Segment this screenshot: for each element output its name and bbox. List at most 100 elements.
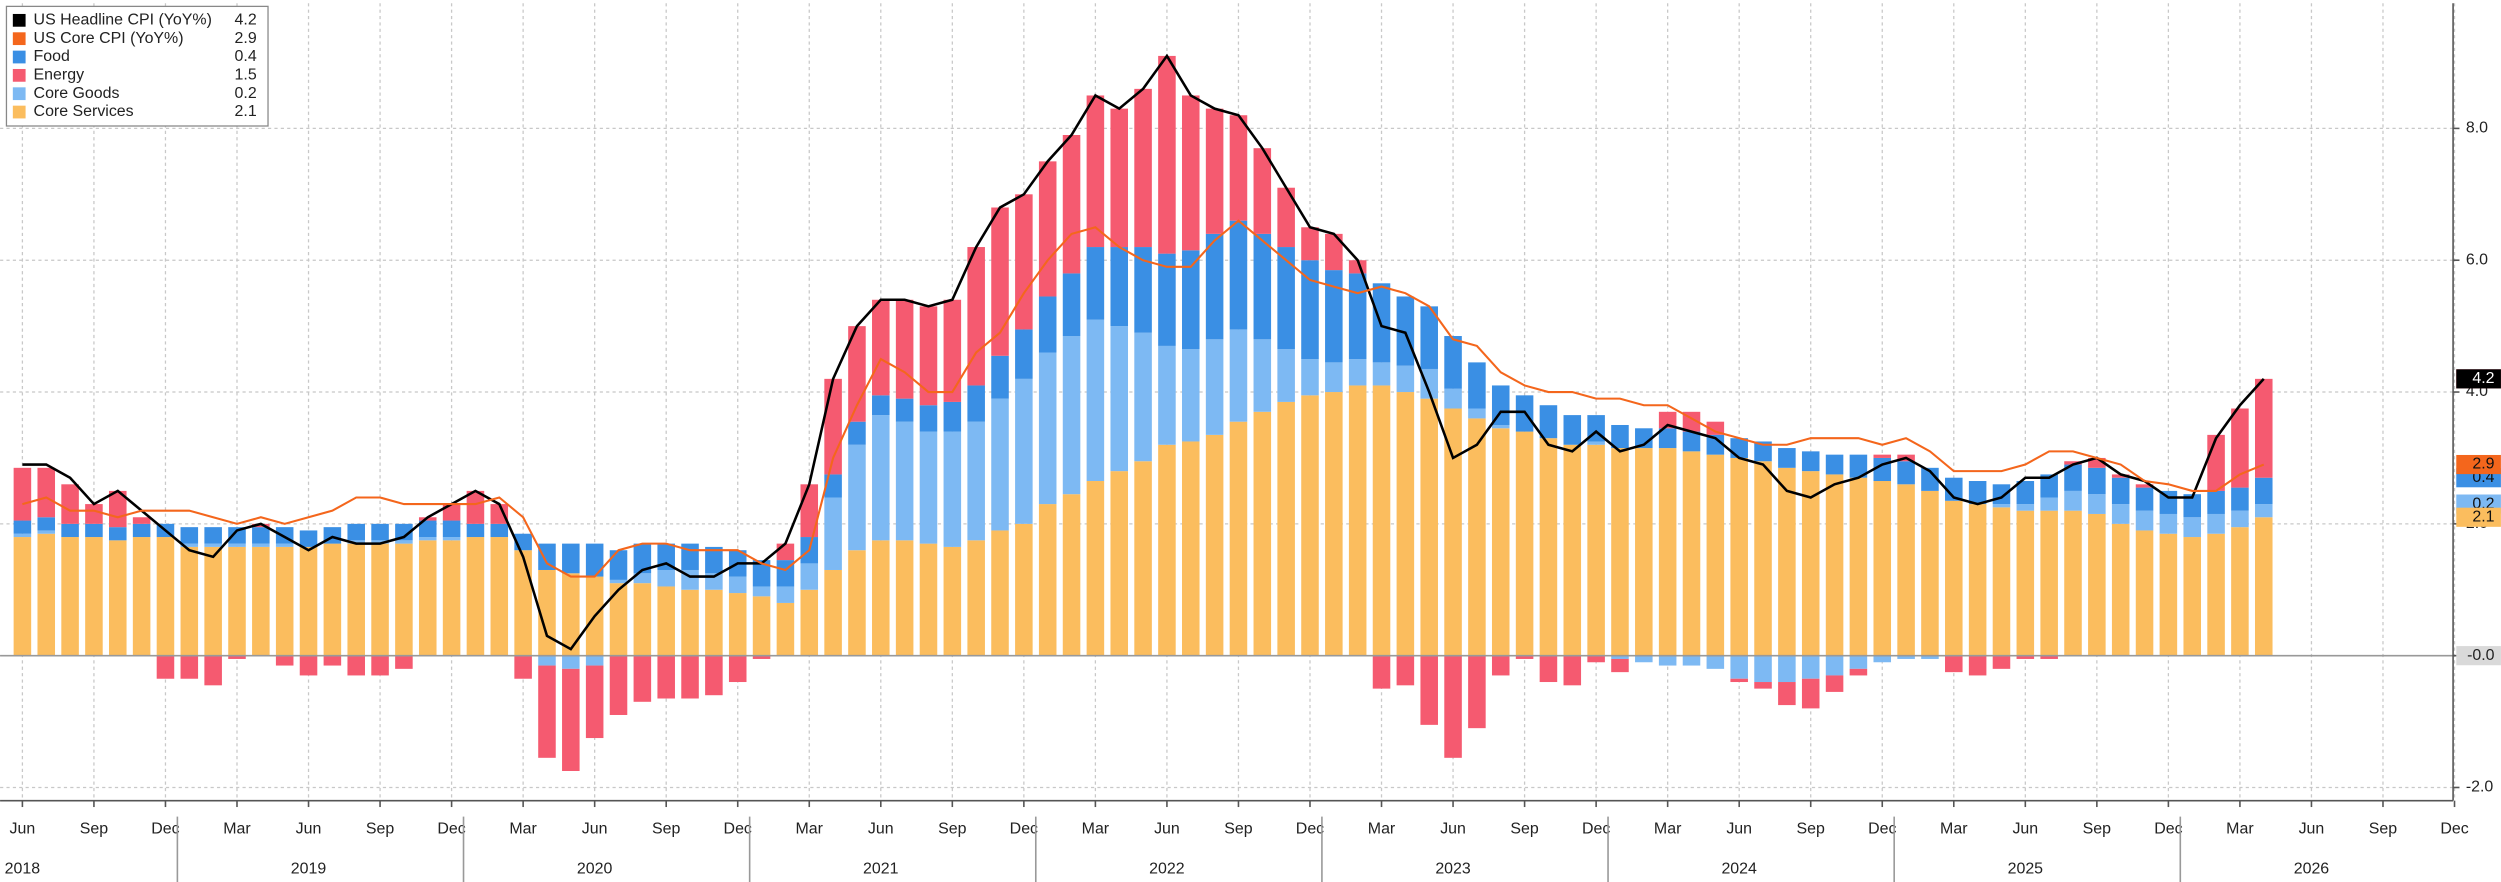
bar-segment <box>323 543 342 656</box>
year-label: 2025 <box>2008 860 2044 877</box>
bar-segment <box>132 523 151 538</box>
bar-segment <box>562 655 580 669</box>
bar-segment <box>824 474 842 498</box>
bar-segment <box>204 527 222 544</box>
value-tag: 2.9 <box>2472 456 2494 473</box>
bar-segment <box>1968 655 1987 676</box>
bar-segment <box>1158 345 1176 445</box>
bar-segment <box>228 543 246 547</box>
x-tick-label: Mar <box>1654 821 1682 838</box>
bar-segment <box>1325 270 1343 363</box>
legend-value: 2.1 <box>235 103 257 120</box>
x-tick-label: Dec <box>724 821 752 838</box>
bar-segment <box>37 533 56 656</box>
bar-segment <box>1682 431 1701 452</box>
bar-segment <box>13 537 32 656</box>
bar-segment <box>466 523 485 538</box>
bar-segment <box>132 517 151 524</box>
bar-segment <box>1778 467 1796 656</box>
bar-segment <box>1229 115 1248 221</box>
bar-segment <box>180 546 199 656</box>
bar-segment <box>2064 464 2082 491</box>
bar-segment <box>633 573 652 584</box>
bar-segment <box>2207 513 2225 534</box>
bar-segment <box>1468 362 1486 409</box>
bar-segment <box>1730 457 1748 656</box>
bar-segment <box>1181 250 1200 350</box>
bar-segment <box>85 523 103 538</box>
x-tick-label: Mar <box>509 821 537 838</box>
x-tick-label: Jun <box>2012 821 2038 838</box>
bar-segment <box>1992 655 2011 669</box>
bar-segment <box>1897 461 1915 485</box>
bar-segment <box>1873 457 1892 482</box>
bar-segment <box>109 490 127 528</box>
bar-segment <box>418 540 437 656</box>
bar-segment <box>1229 329 1248 422</box>
bar-segment <box>1849 668 1868 676</box>
bar-segment <box>466 490 485 524</box>
bar-segment <box>657 569 675 587</box>
legend-box <box>5 5 269 127</box>
bar-segment <box>371 543 389 656</box>
bar-segment <box>1730 678 1748 683</box>
bar-segment <box>299 655 318 676</box>
bar-segment <box>538 655 556 666</box>
x-tick-label: Mar <box>1082 821 1110 838</box>
legend-value: 1.5 <box>235 67 257 84</box>
bar-segment <box>1253 233 1272 340</box>
bar-segment <box>1801 655 1820 679</box>
bar-segment <box>728 593 747 656</box>
bar-segment <box>418 520 437 538</box>
bar-segment <box>2207 434 2225 491</box>
bar-segment <box>1873 655 1892 663</box>
bar-segment <box>2254 378 2273 478</box>
bar-segment <box>895 421 914 541</box>
bar-segment <box>657 655 675 699</box>
bar-segment <box>538 665 556 758</box>
bar-segment <box>2231 510 2249 528</box>
bar-segment <box>1277 349 1295 402</box>
bar-segment <box>1420 655 1438 725</box>
legend-label: Core Goods <box>34 85 120 102</box>
bar-segment <box>1062 336 1081 495</box>
bar-segment <box>228 546 246 656</box>
bar-segment <box>204 543 222 547</box>
bar-segment <box>1491 428 1510 656</box>
bar-segment <box>1754 655 1772 683</box>
bar-segment <box>1372 362 1391 386</box>
x-tick-label: Dec <box>2440 821 2468 838</box>
x-tick-label: Mar <box>223 821 251 838</box>
bar-segment <box>1205 434 1224 656</box>
bar-segment <box>1420 368 1438 399</box>
bar-segment <box>37 517 56 531</box>
x-tick-label: Jun <box>10 821 36 838</box>
legend-value: 4.2 <box>235 12 257 29</box>
bar-segment <box>967 540 985 656</box>
bar-segment <box>1205 108 1224 234</box>
bar-segment <box>1945 500 1963 656</box>
legend-swatch <box>12 50 26 64</box>
bar-segment <box>2183 517 2202 538</box>
bar-segment <box>85 504 103 524</box>
bar-segment <box>1134 247 1152 333</box>
bar-segment <box>633 583 652 656</box>
bar-segment <box>299 546 318 656</box>
bar-segment <box>395 543 413 656</box>
bar-segment <box>776 586 795 603</box>
bar-segment <box>1754 461 1772 656</box>
bar-segment <box>37 530 56 534</box>
bar-segment <box>681 655 699 699</box>
bar-segment <box>252 523 270 528</box>
line-series <box>22 53 2265 651</box>
legend-value: 0.4 <box>235 48 257 65</box>
bar-segment <box>943 546 962 656</box>
bar-segment <box>514 550 532 656</box>
bar-segment <box>1205 339 1224 435</box>
bar-segment <box>1158 55 1176 254</box>
bar-segment <box>1992 504 2011 508</box>
value-tag: 2.1 <box>2472 508 2494 525</box>
bar-segment <box>1038 352 1057 505</box>
bar-segment <box>1348 273 1367 360</box>
bar-segment <box>1539 655 1558 683</box>
